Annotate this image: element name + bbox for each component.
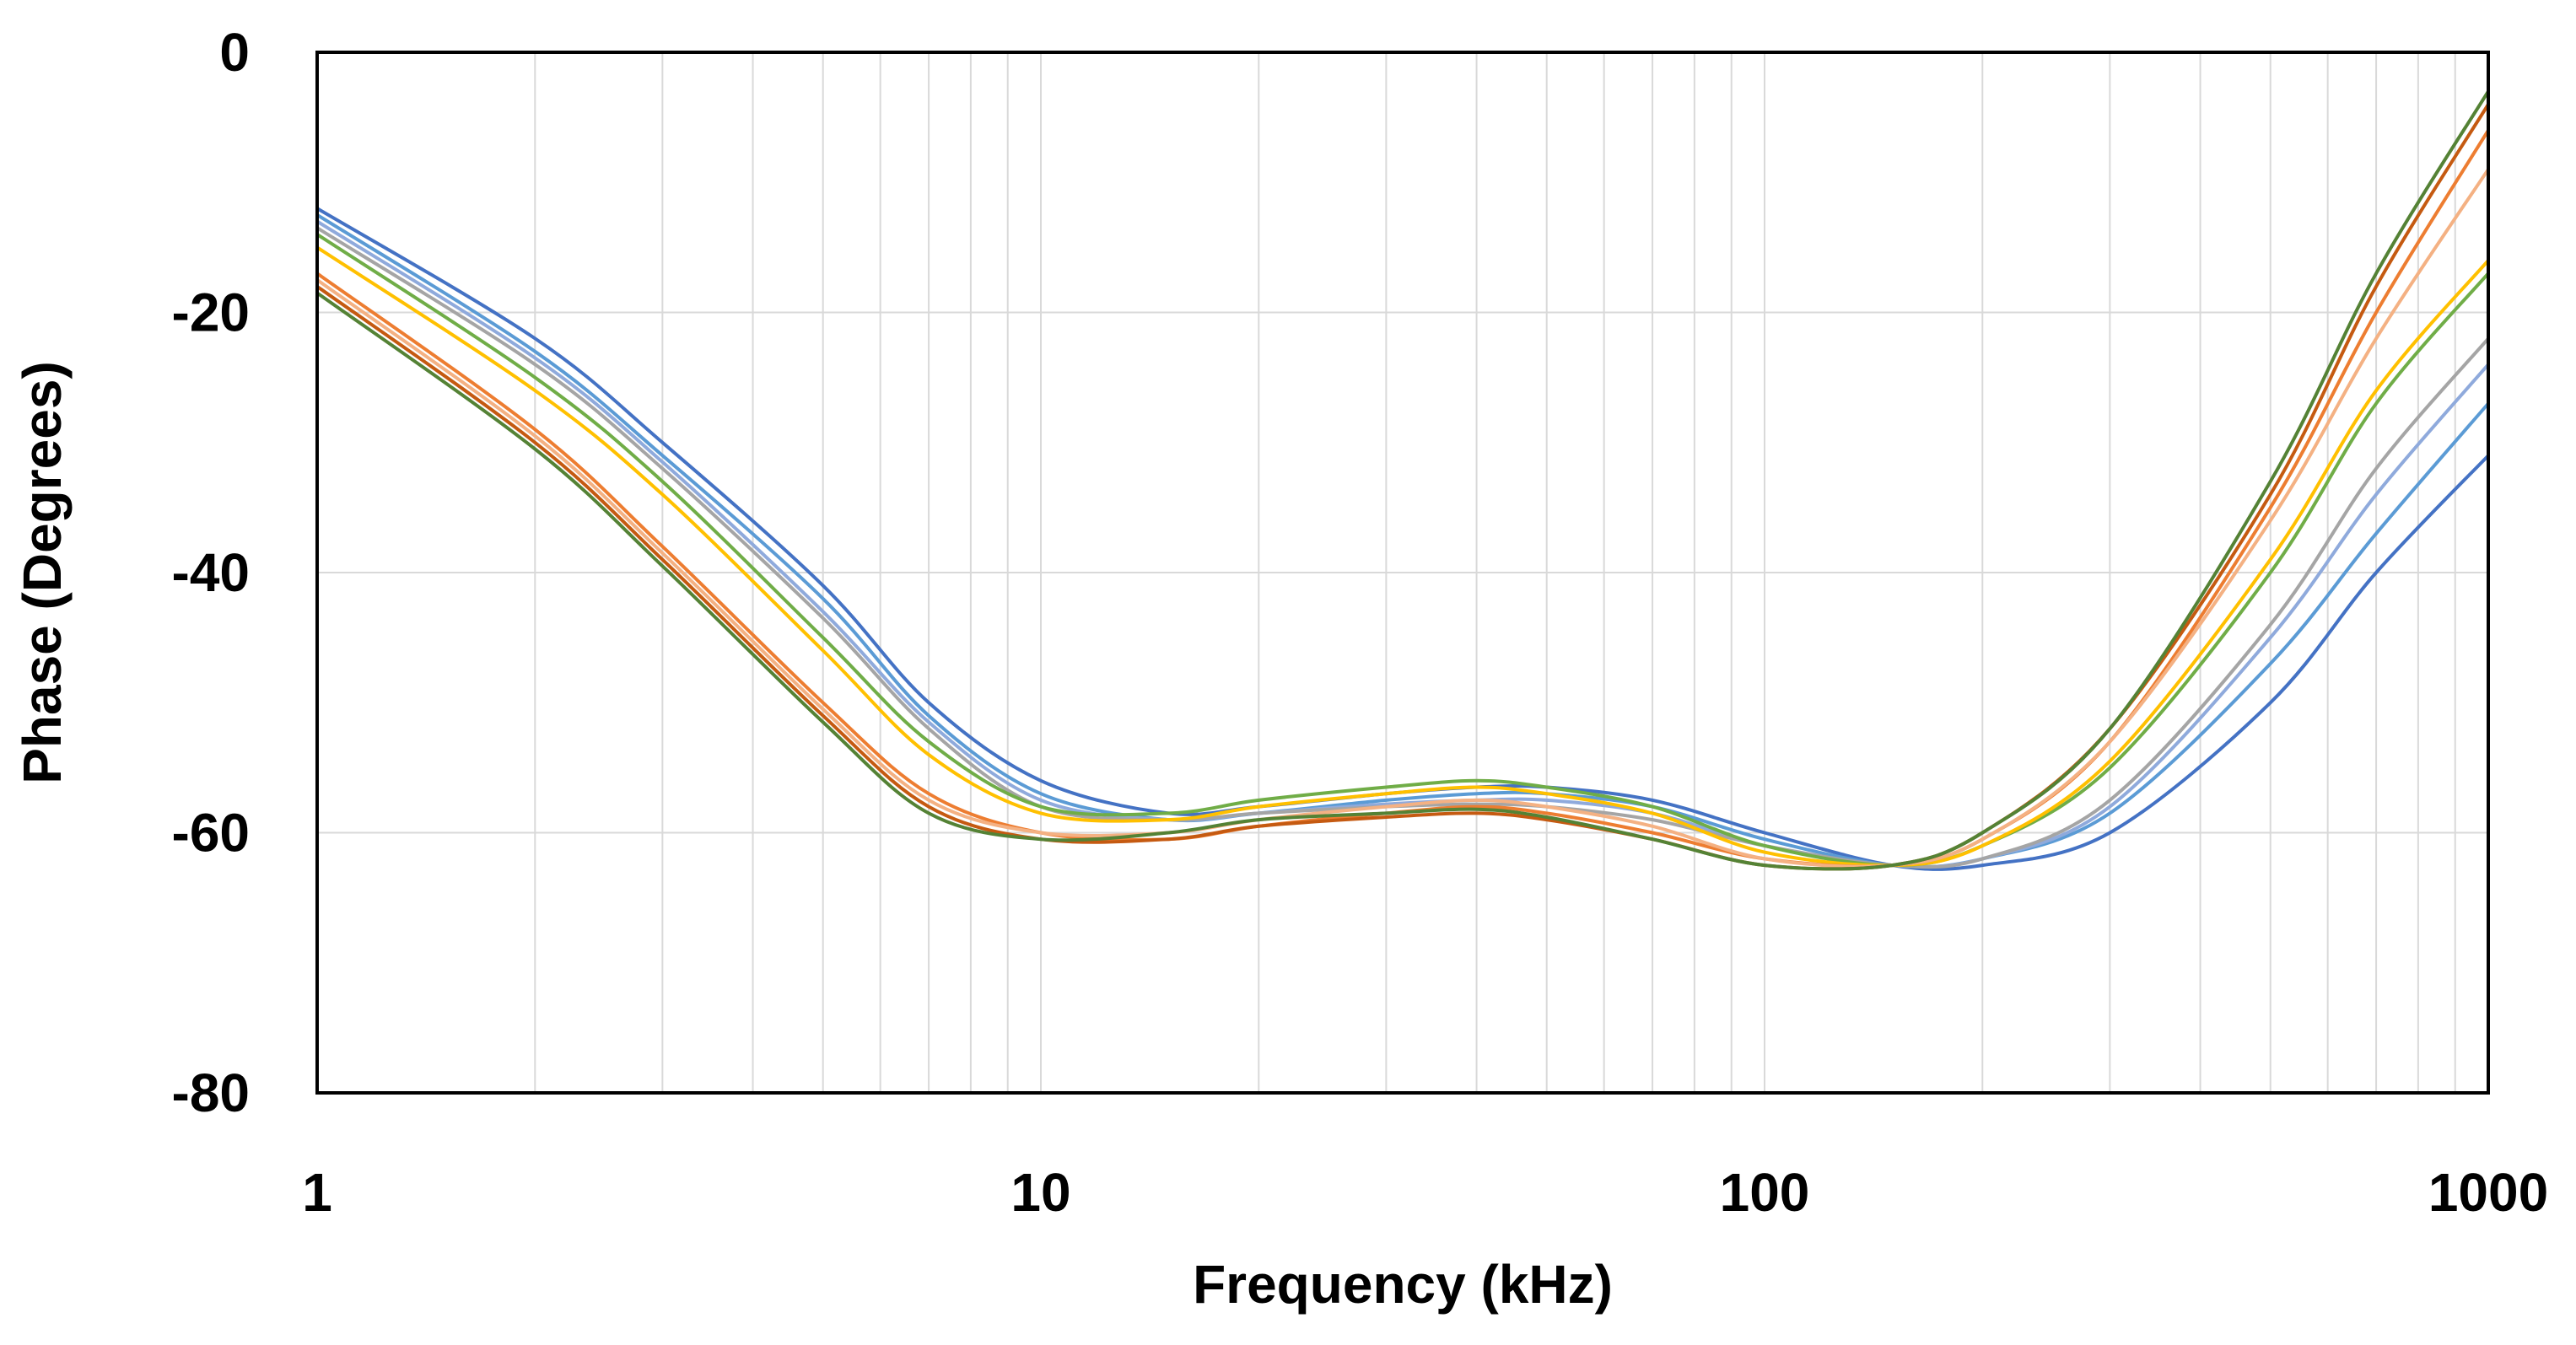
phase-line-10 <box>315 90 2490 871</box>
tick-labels: 1 10 100 1000 0 -20 -40 -60 -80 <box>172 22 2549 1223</box>
grid-layer <box>317 52 2488 1093</box>
x-axis-title: Frequency (kHz) <box>1193 1254 1613 1315</box>
phase-line-9 <box>315 103 2490 871</box>
phase-line-4 <box>315 226 2490 869</box>
phase-line-7 <box>315 129 2490 869</box>
phase-line-6 <box>315 245 2490 868</box>
y-axis-title: Phase (Degrees) <box>12 361 73 784</box>
y-tick-label: -80 <box>172 1063 251 1123</box>
y-tick-label: 0 <box>219 22 250 83</box>
x-tick-label: 1000 <box>2428 1162 2548 1223</box>
x-tick-label: 10 <box>1010 1162 1070 1223</box>
y-tick-label: -40 <box>172 542 251 603</box>
y-tick-label: -20 <box>172 282 251 343</box>
phase-line-8 <box>315 168 2490 869</box>
x-tick-label: 1 <box>302 1162 332 1223</box>
phase-line-2 <box>315 213 2490 869</box>
series-layer <box>315 90 2490 871</box>
plot-area-frame <box>315 51 2490 1095</box>
phase-line-5 <box>315 233 2490 868</box>
x-tick-label: 100 <box>1720 1162 1810 1223</box>
y-tick-label: -60 <box>172 803 251 863</box>
